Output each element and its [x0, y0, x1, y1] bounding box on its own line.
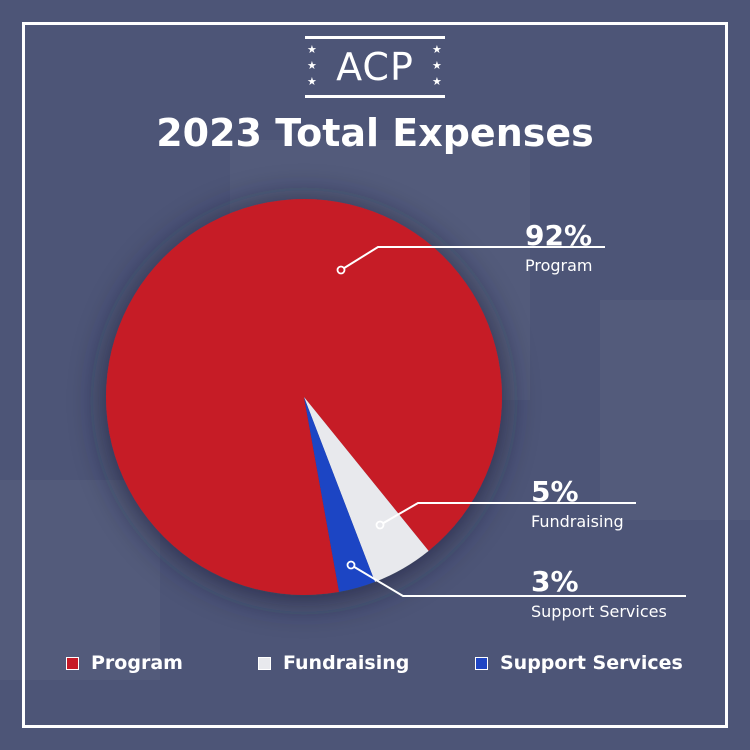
legend-item-support-services: Support Services	[475, 648, 683, 678]
star-icon: ★	[432, 75, 442, 88]
logo-top-bar	[305, 36, 445, 39]
legend-item-fundraising: Fundraising	[258, 648, 409, 678]
callout-dot	[346, 560, 356, 570]
callout-line	[350, 564, 686, 597]
pie-slice-support-services	[304, 397, 375, 592]
legend-label: Fundraising	[283, 652, 410, 674]
legend-swatch	[475, 656, 488, 670]
legend-swatch	[258, 656, 271, 670]
star-icon: ★	[432, 59, 442, 72]
white-frame	[22, 22, 728, 728]
callout-line	[379, 502, 636, 526]
acp-logo: ★ ★ ★ ★ ★ ★ ACP	[305, 36, 445, 98]
pie-slice-fundraising	[304, 397, 429, 582]
chart-legend: Program Fundraising Support Services	[0, 648, 750, 678]
callout-line	[340, 246, 605, 271]
logo-bottom-bar	[305, 95, 445, 98]
data-label-value: 3%	[531, 565, 579, 598]
star-icon: ★	[432, 43, 442, 56]
data-label-category: Program	[525, 256, 593, 275]
star-icon: ★	[307, 59, 317, 72]
legend-label: Support Services	[500, 652, 683, 674]
data-label-value: 92%	[525, 219, 592, 252]
legend-label: Program	[91, 652, 183, 674]
logo-text: ACP	[336, 45, 414, 89]
star-icon: ★	[307, 75, 317, 88]
callout-dot	[375, 520, 385, 530]
star-icon: ★	[307, 43, 317, 56]
chart-title: 2023 Total Expenses	[156, 111, 594, 155]
callout-dot	[336, 265, 346, 275]
data-label-value: 5%	[531, 475, 579, 508]
data-label-category: Support Services	[531, 602, 667, 621]
data-label-category: Fundraising	[531, 512, 624, 531]
legend-item-program: Program	[66, 648, 183, 678]
legend-swatch	[66, 656, 79, 670]
